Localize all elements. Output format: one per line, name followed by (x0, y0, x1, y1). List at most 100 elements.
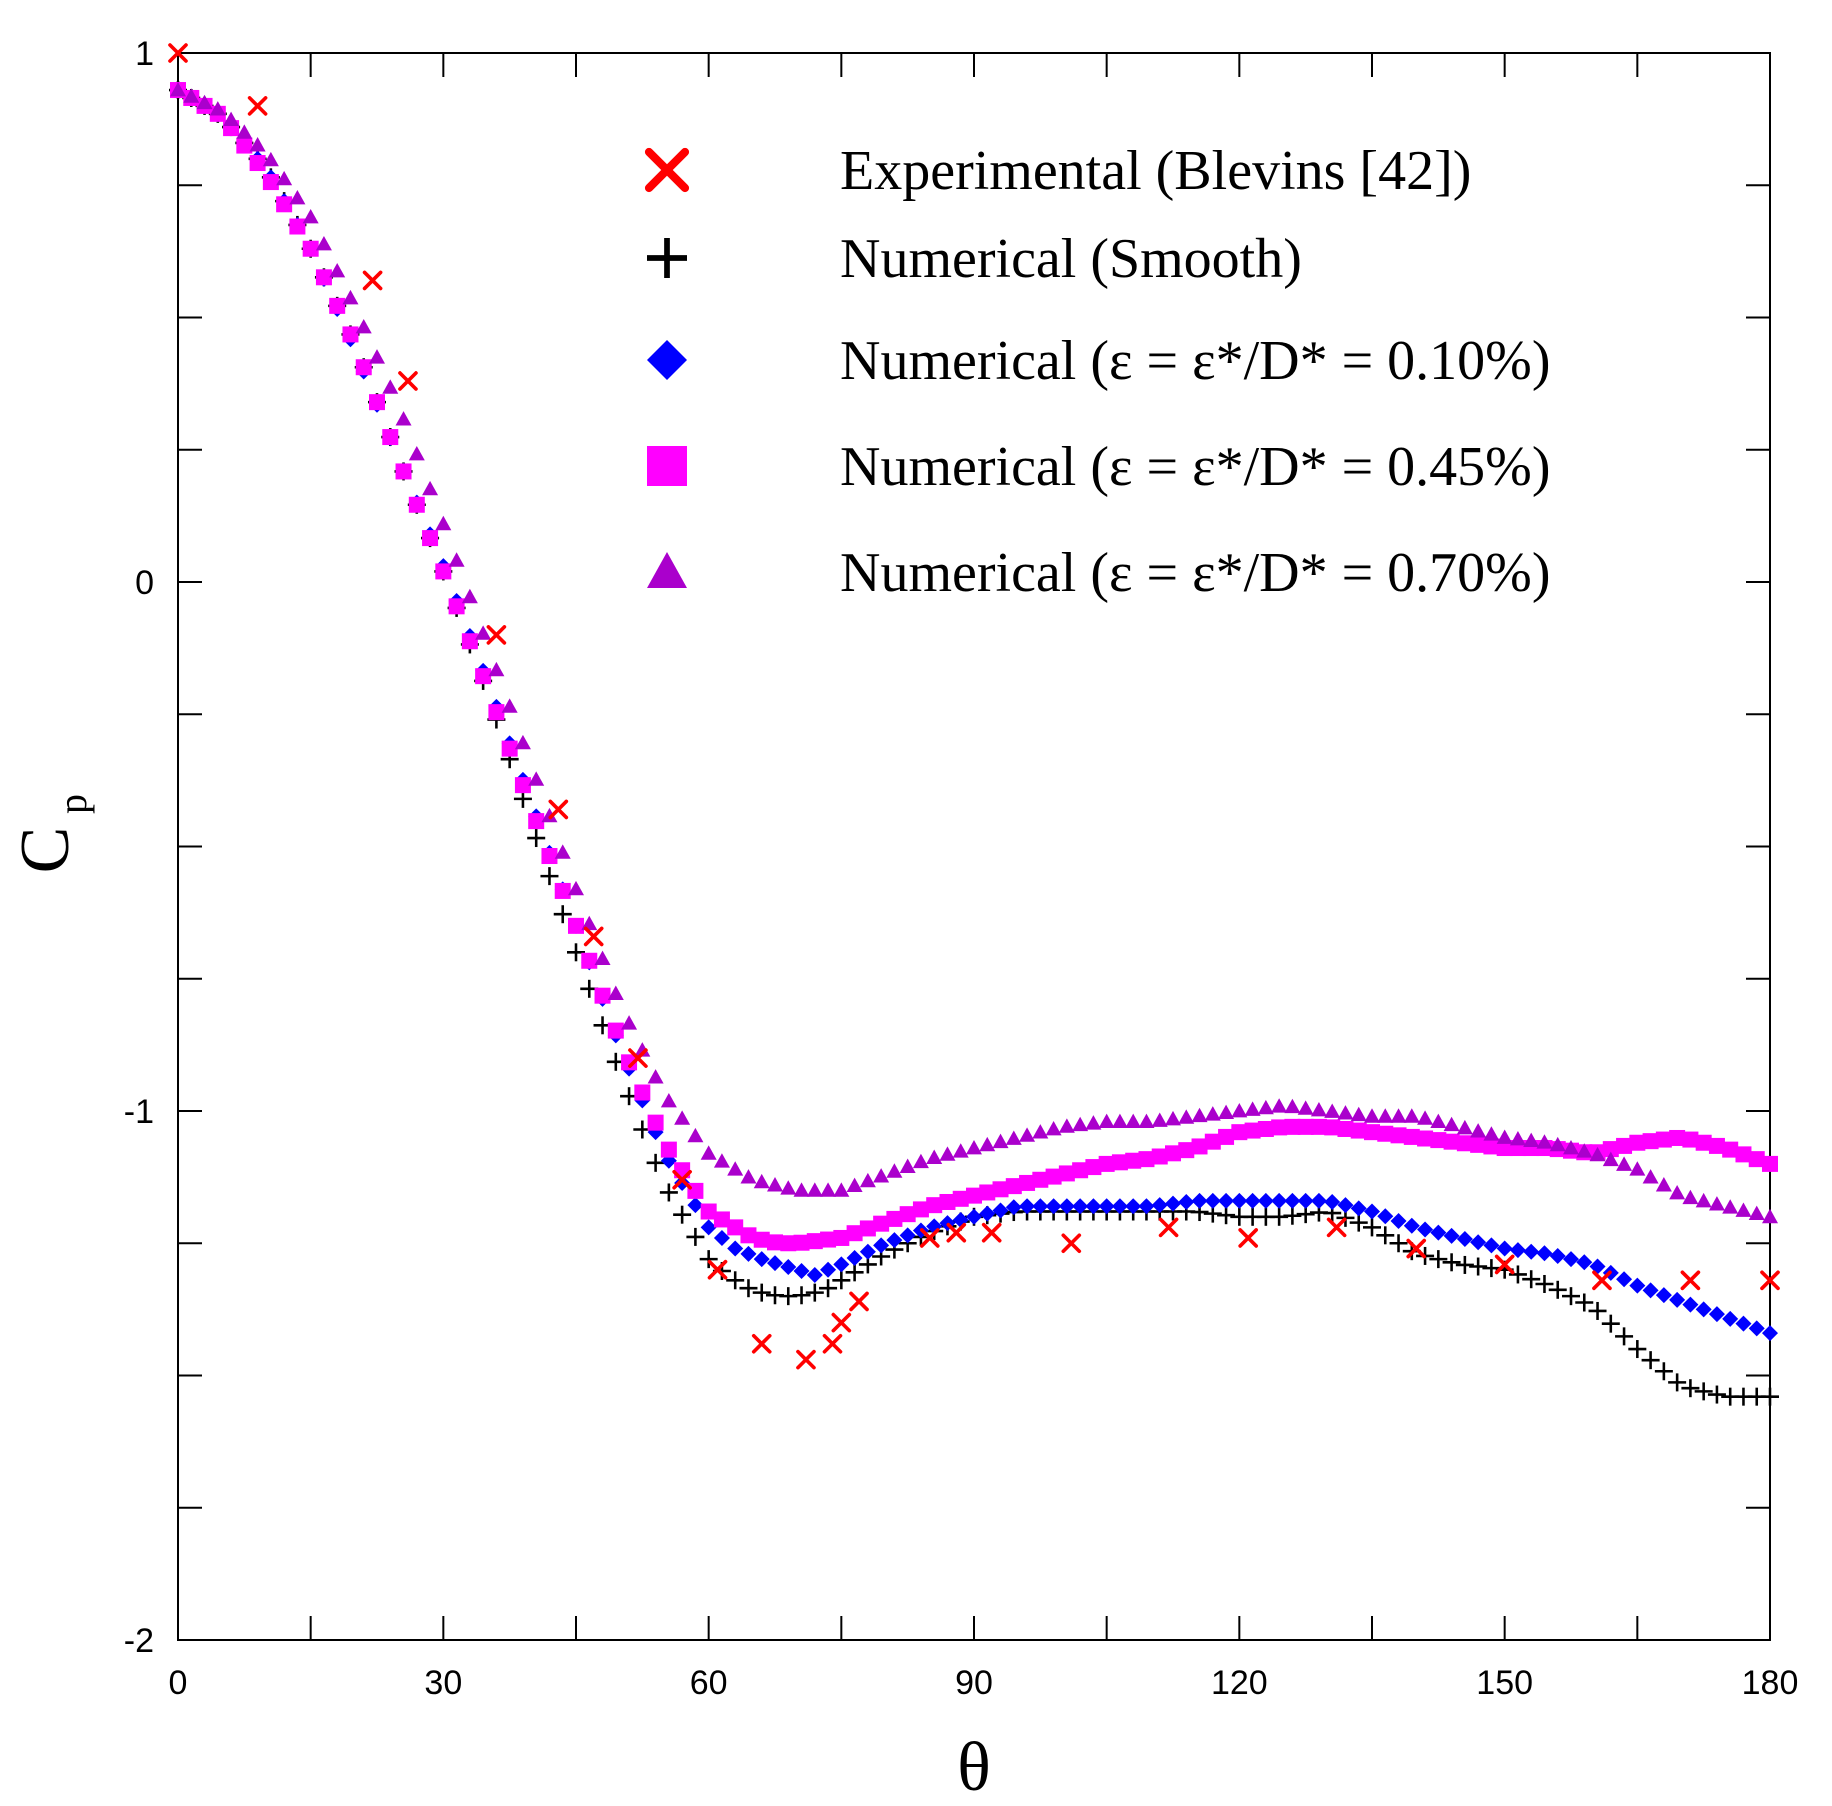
data-point (647, 1069, 664, 1084)
data-point (395, 463, 412, 480)
data-point (687, 1197, 704, 1214)
data-point (646, 1153, 665, 1172)
data-point (992, 1133, 1009, 1149)
data-point (1442, 1253, 1461, 1272)
x-tick-label: 180 (1742, 1664, 1799, 1702)
data-point (859, 1243, 876, 1260)
data-point (1231, 1124, 1248, 1141)
data-point (1602, 1151, 1619, 1167)
data-point (1244, 1122, 1261, 1139)
data-point (1748, 1151, 1765, 1168)
data-point (1058, 1118, 1075, 1133)
data-point (1217, 1206, 1236, 1225)
data-point (740, 1227, 757, 1244)
data-point-stroke (1238, 1228, 1258, 1248)
legend-label: Numerical (ε = ε*/D* = 0.10%) (840, 330, 1550, 392)
data-point (1536, 1245, 1553, 1262)
data-point (832, 1271, 851, 1290)
data-point (1390, 1108, 1407, 1123)
data-point (1111, 1154, 1128, 1171)
data-point (1376, 1226, 1395, 1245)
data-point (846, 1250, 863, 1267)
data-point (806, 1266, 823, 1283)
legend-label: Numerical (Smooth) (840, 228, 1302, 290)
data-point (1576, 1143, 1593, 1158)
data-point (1324, 1103, 1341, 1118)
data-point (912, 1201, 929, 1218)
data-point (1482, 1259, 1501, 1278)
data-point (727, 1219, 744, 1236)
data-point (767, 1177, 783, 1192)
data-point (1735, 1315, 1752, 1332)
legend-entry-0: Experimental (Blevins [42]) (644, 140, 1471, 202)
data-point (753, 1231, 770, 1248)
data-point (461, 588, 478, 604)
data-point (408, 445, 425, 461)
data-point (1470, 1136, 1487, 1153)
data-point (687, 1127, 704, 1143)
data-point (475, 625, 492, 640)
data-point (952, 1190, 969, 1207)
data-point (548, 799, 569, 820)
data-point (567, 943, 585, 962)
data-point (1032, 1171, 1049, 1188)
data-point (1257, 1192, 1274, 1209)
data-point (1138, 1151, 1155, 1168)
data-point (1443, 1116, 1460, 1132)
data-point (581, 915, 598, 931)
data-point (1231, 1103, 1248, 1118)
data-point (1576, 1254, 1593, 1271)
data-point (329, 297, 346, 314)
data-point (1601, 1314, 1620, 1333)
data-point (568, 880, 584, 896)
data-point (1085, 1115, 1102, 1130)
data-point (1522, 1270, 1541, 1289)
data-point (1722, 1199, 1739, 1214)
data-point-stroke (1680, 1270, 1701, 1291)
data-point (223, 111, 240, 127)
data-point (753, 1251, 770, 1268)
data-point (302, 208, 319, 224)
y-axis-title-subscript: p (50, 794, 95, 814)
data-point (395, 411, 412, 426)
data-point-stroke (672, 1169, 692, 1190)
data-point (289, 189, 306, 205)
data-point (672, 1169, 692, 1190)
data-point (1310, 1101, 1327, 1117)
data-point (249, 137, 266, 152)
data-point (362, 270, 383, 291)
legend-marker (647, 446, 687, 486)
data-point (1326, 1217, 1347, 1238)
data-point (1151, 1148, 1168, 1165)
data-point (886, 1210, 903, 1227)
data-point (209, 101, 226, 116)
data-point (952, 1143, 969, 1158)
data-point (1762, 1155, 1778, 1172)
data-point (686, 1227, 705, 1246)
data-point (805, 1283, 824, 1302)
data-point (886, 1163, 903, 1178)
data-point (628, 1048, 648, 1068)
data-point (621, 1015, 638, 1030)
data-point (1058, 1198, 1075, 1215)
data-point (1377, 1108, 1394, 1123)
data-point (1218, 1104, 1235, 1119)
data-point (488, 704, 505, 721)
data-point (1722, 1310, 1739, 1327)
data-point (1244, 1101, 1261, 1116)
data-point (1430, 1224, 1447, 1241)
data-point (1111, 1113, 1128, 1128)
legend-entry-3: Numerical (ε = ε*/D* = 0.45%) (647, 436, 1550, 498)
data-point (1191, 1107, 1208, 1123)
data-point (780, 1180, 797, 1195)
data-point-stroke (822, 1333, 843, 1354)
data-point (1589, 1146, 1606, 1162)
data-point (329, 262, 346, 278)
data-point (926, 1149, 943, 1164)
y-tick-label: 1 (135, 35, 154, 73)
data-point (1695, 1192, 1712, 1208)
x-tick-label: 60 (690, 1664, 728, 1702)
data-point (607, 1022, 624, 1039)
x-tick-label: 30 (424, 1664, 462, 1702)
data-point (1616, 1156, 1633, 1171)
